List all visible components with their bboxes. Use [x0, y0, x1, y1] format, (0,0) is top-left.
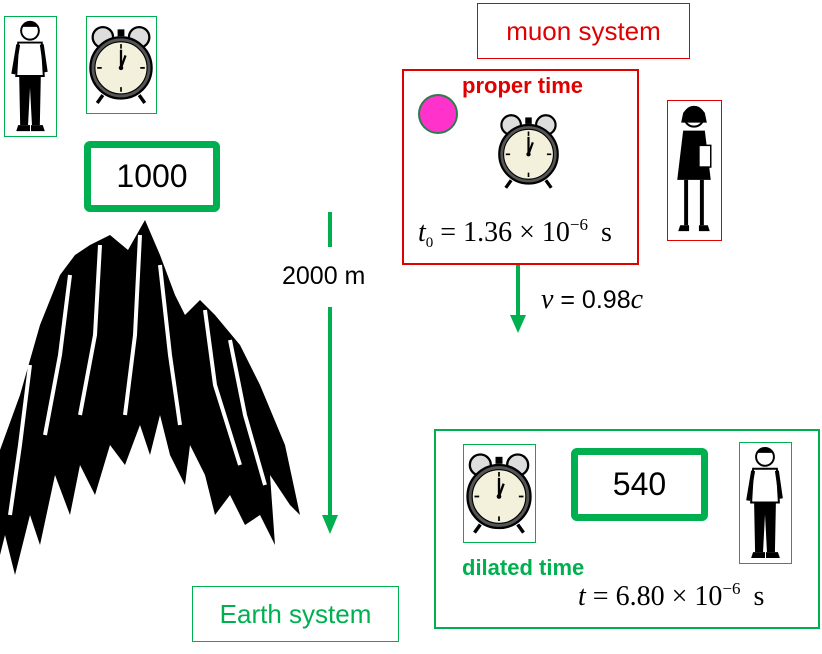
proper-time-unit: s [600, 217, 612, 248]
muon-frame-box: proper time t0 = 1.36 × 10−6 s [402, 69, 639, 265]
dilated-time-unit: s [753, 581, 765, 612]
velocity-c: c [630, 284, 644, 315]
alarm-clock-icon [496, 101, 561, 201]
earth-system-label: Earth system [219, 598, 372, 629]
proper-time-label: proper time [462, 73, 584, 98]
dilated-time-label: dilated time [462, 555, 585, 580]
earth-muon-count: 1000 [84, 141, 220, 212]
earth-clock-figure [86, 16, 157, 114]
boy-icon [740, 443, 790, 562]
proper-time-symbol: t [418, 217, 426, 248]
dilated-clock-figure [463, 444, 536, 543]
alarm-clock-icon [87, 17, 155, 112]
dilated-frame-box: 540 dilated time t = 6.80 × 10−6 s [434, 429, 820, 629]
muon-particle [418, 94, 458, 134]
alarm-clock-icon [464, 445, 534, 541]
velocity-arrow [510, 265, 526, 333]
dilated-time-exponent: −6 [722, 579, 741, 598]
muon-girl-figure [667, 100, 722, 241]
girl-icon [668, 101, 720, 239]
dilated-boy-figure [739, 442, 792, 564]
muon-system-label: muon system [506, 15, 661, 46]
mountain-illustration [0, 220, 300, 575]
dilated-time-symbol: t [578, 581, 586, 612]
distance-arrow [322, 212, 338, 534]
dilated-muon-count: 540 [571, 448, 708, 521]
proper-time-value: = 1.36 × 10 [440, 217, 570, 248]
proper-time-equation: t0 = 1.36 × 10−6 s [418, 215, 612, 252]
earth-system-box: Earth system [192, 586, 399, 642]
muon-system-box: muon system [477, 3, 690, 59]
boy-icon [5, 17, 55, 135]
velocity-label: v = 0.98c [541, 284, 643, 316]
earth-boy-figure [4, 16, 57, 137]
dilated-time-value: = 6.80 × 10 [592, 581, 723, 612]
proper-time-subscript: 0 [425, 235, 434, 251]
velocity-value: = 0.98 [560, 286, 631, 314]
distance-label: 2000 m [282, 262, 366, 290]
dilated-time-equation: t = 6.80 × 10−6 s [578, 579, 764, 613]
proper-time-exponent: −6 [569, 215, 588, 234]
velocity-symbol: v [541, 284, 554, 315]
